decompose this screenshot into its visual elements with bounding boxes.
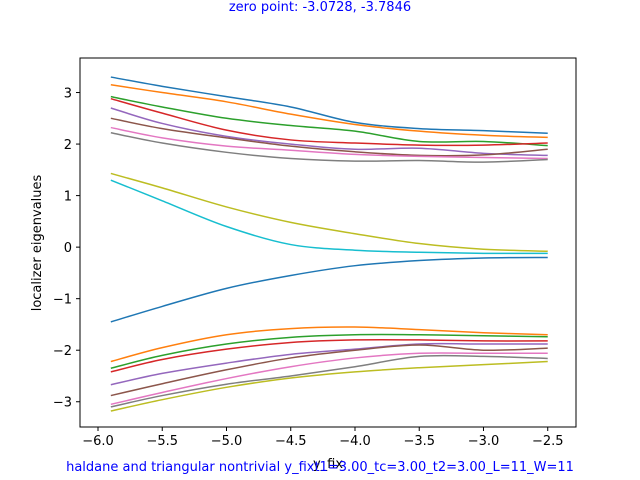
series-line-7 <box>110 126 548 160</box>
footer-text: haldane and triangular nontrivial y_fixt… <box>66 460 574 475</box>
series-line-4 <box>110 97 548 147</box>
y-tick-label: 2 <box>64 138 72 153</box>
series-lines <box>110 76 548 412</box>
series-line-15 <box>110 342 548 386</box>
x-tick-label: −4.0 <box>339 434 371 449</box>
y-tick-label: 0 <box>64 241 72 256</box>
series-line-19 <box>110 360 548 412</box>
series-line-16 <box>110 344 548 397</box>
series-line-17 <box>110 352 548 406</box>
series-line-14 <box>110 338 548 373</box>
y-tick-label: −3 <box>53 396 72 411</box>
y-tick-label: −2 <box>53 344 72 359</box>
series-line-18 <box>110 354 548 408</box>
series-line-6 <box>110 117 548 157</box>
x-axis-label: y_fix <box>313 457 343 472</box>
x-axis-ticks: −6.0 −5.5 −5.0 −4.5 −4.0 −3.5 −3.0 −2.5 <box>82 427 564 449</box>
series-line-5 <box>110 107 548 157</box>
x-tick-label: −3.0 <box>468 434 500 449</box>
series-line-8 <box>110 131 548 163</box>
x-tick-label: −5.0 <box>211 434 243 449</box>
series-line-3 <box>110 95 548 147</box>
chart-title: zero point: -3.0728, -3.7846 <box>229 0 411 15</box>
x-tick-label: −4.5 <box>275 434 307 449</box>
y-axis-ticks: −3 −2 −1 0 1 2 3 <box>53 87 80 411</box>
series-line-2 <box>110 84 548 139</box>
x-tick-label: −5.5 <box>146 434 178 449</box>
plot-frame <box>79 57 577 428</box>
series-line-11 <box>110 256 548 323</box>
series-line-13 <box>110 333 548 369</box>
series-line-12 <box>110 326 548 363</box>
x-tick-label: −6.0 <box>82 434 114 449</box>
series-line-1 <box>110 76 548 134</box>
y-tick-label: −1 <box>53 293 72 308</box>
x-tick-label: −2.5 <box>532 434 564 449</box>
y-tick-label: 1 <box>64 190 72 205</box>
x-tick-label: −3.5 <box>403 434 435 449</box>
series-line-9 <box>110 172 548 253</box>
y-axis-label: localizer eigenvalues <box>30 174 45 311</box>
y-tick-label: 3 <box>64 87 72 102</box>
series-line-10 <box>110 179 548 255</box>
